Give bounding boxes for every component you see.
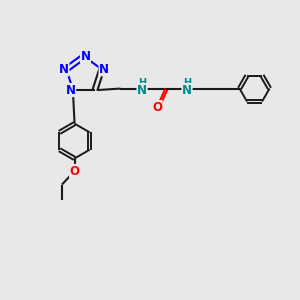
Text: N: N xyxy=(66,83,76,97)
Text: O: O xyxy=(152,100,162,114)
Text: N: N xyxy=(99,63,109,76)
Text: N: N xyxy=(182,83,192,97)
Text: H: H xyxy=(183,78,191,88)
Text: H: H xyxy=(138,78,146,88)
Text: N: N xyxy=(137,83,147,97)
Text: N: N xyxy=(80,50,91,63)
Text: N: N xyxy=(59,63,69,76)
Text: O: O xyxy=(70,164,80,178)
